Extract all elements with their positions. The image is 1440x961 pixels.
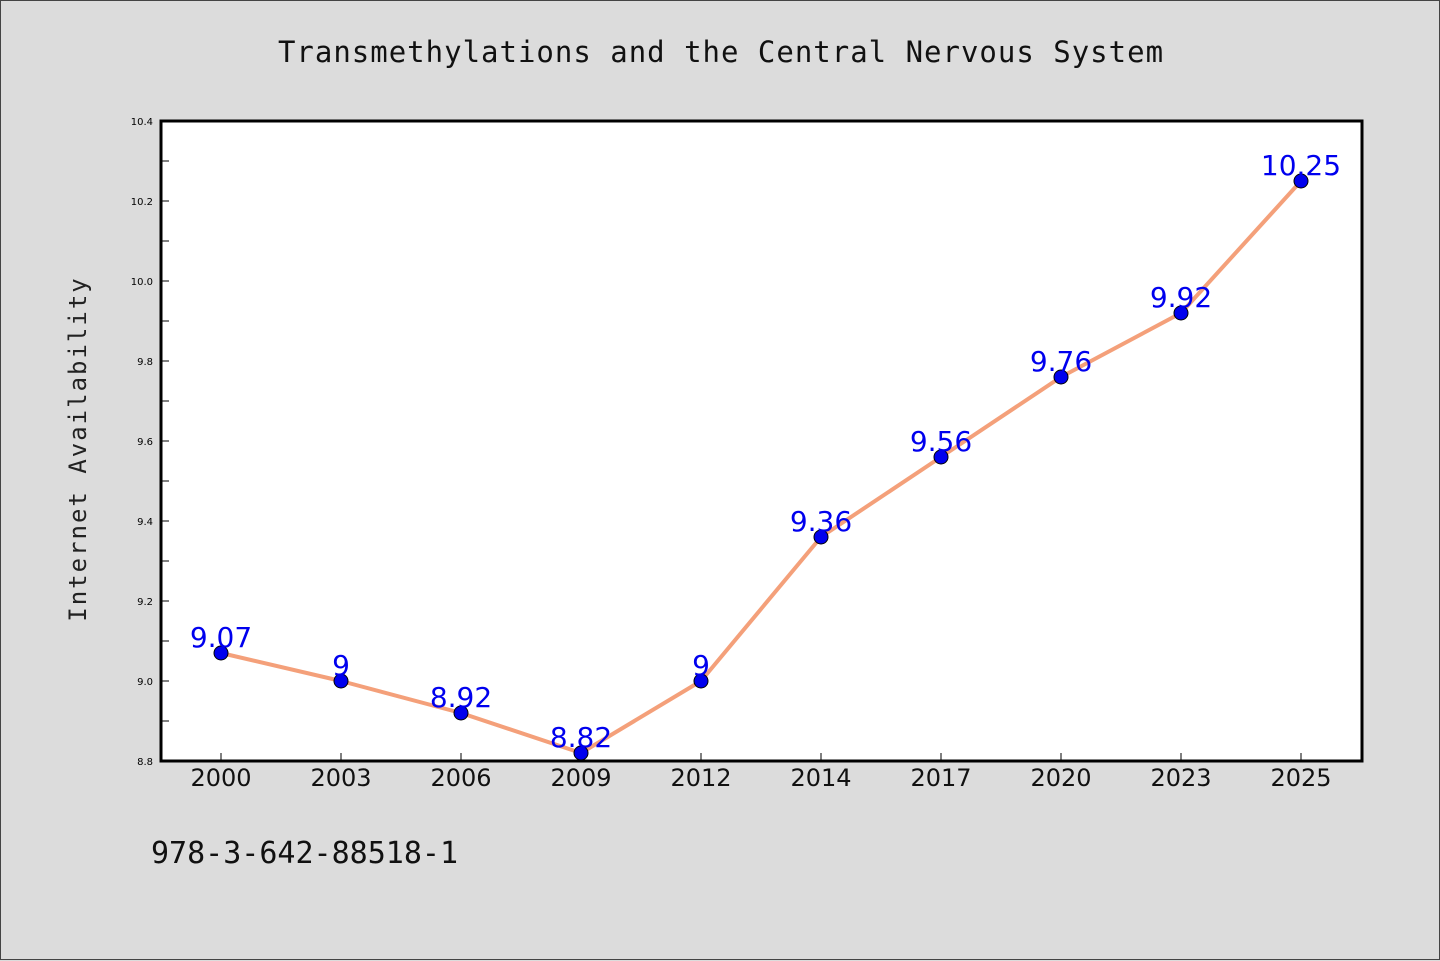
data-point bbox=[573, 745, 589, 761]
plot-area bbox=[159, 119, 1364, 763]
data-label: 9.76 bbox=[1030, 345, 1092, 378]
y-tick-label: 8.8 bbox=[137, 757, 153, 768]
data-label: 8.82 bbox=[550, 721, 612, 754]
data-point bbox=[933, 449, 949, 465]
data-label: 9.36 bbox=[790, 505, 852, 538]
y-tick-label: 9.2 bbox=[137, 597, 153, 608]
x-tick-label: 2003 bbox=[310, 764, 371, 792]
y-tick-label: 9.4 bbox=[137, 517, 153, 528]
x-tick-label: 2025 bbox=[1270, 764, 1331, 792]
x-axis: 2000 2003 2006 2009 2012 2014 2017 2020 2023 2025 bbox=[190, 753, 1332, 792]
data-point bbox=[1293, 173, 1309, 189]
data-label: 9 bbox=[332, 649, 350, 682]
y-tick-label: 10.2 bbox=[131, 197, 153, 208]
chart-title: Transmethylations and the Central Nervou… bbox=[277, 35, 1165, 69]
data-label: 9 bbox=[692, 649, 710, 682]
data-labels: 9.07 9 8.92 8.82 9 9.36 9.56 9.76 9.92 10.25 bbox=[190, 149, 1341, 754]
data-point bbox=[213, 645, 229, 661]
data-label: 9.92 bbox=[1150, 281, 1212, 314]
data-point bbox=[813, 529, 829, 545]
y-tick-label: 10.0 bbox=[131, 277, 153, 288]
x-tick-label: 2020 bbox=[1030, 764, 1091, 792]
x-tick-label: 2014 bbox=[790, 764, 851, 792]
y-axis: 8.8 9.0 9.2 9.4 9.6 9.8 10.0 10.2 10.4 bbox=[131, 117, 169, 768]
x-tick-label: 2017 bbox=[910, 764, 971, 792]
x-tick-label: 2012 bbox=[670, 764, 731, 792]
data-point bbox=[1173, 305, 1189, 321]
y-tick-label: 9.6 bbox=[137, 437, 153, 448]
data-point bbox=[453, 705, 469, 721]
x-tick-label: 2006 bbox=[430, 764, 491, 792]
data-label: 9.07 bbox=[190, 621, 252, 654]
data-label: 9.56 bbox=[910, 425, 972, 458]
y-tick-label: 9.0 bbox=[137, 677, 153, 688]
x-tick-label: 2000 bbox=[190, 764, 251, 792]
y-tick-label: 10.4 bbox=[131, 117, 153, 128]
data-label: 8.92 bbox=[430, 681, 492, 714]
y-tick-label: 9.8 bbox=[137, 357, 153, 368]
x-tick-label: 2023 bbox=[1150, 764, 1211, 792]
data-point bbox=[1053, 369, 1069, 385]
data-point bbox=[693, 673, 709, 689]
footer-code: 978-3-642-88518-1 bbox=[151, 836, 459, 871]
data-label: 10.25 bbox=[1261, 149, 1341, 182]
series-markers bbox=[213, 173, 1309, 761]
x-tick-label: 2009 bbox=[550, 764, 611, 792]
data-point bbox=[333, 673, 349, 689]
series-line bbox=[220, 179, 1303, 755]
